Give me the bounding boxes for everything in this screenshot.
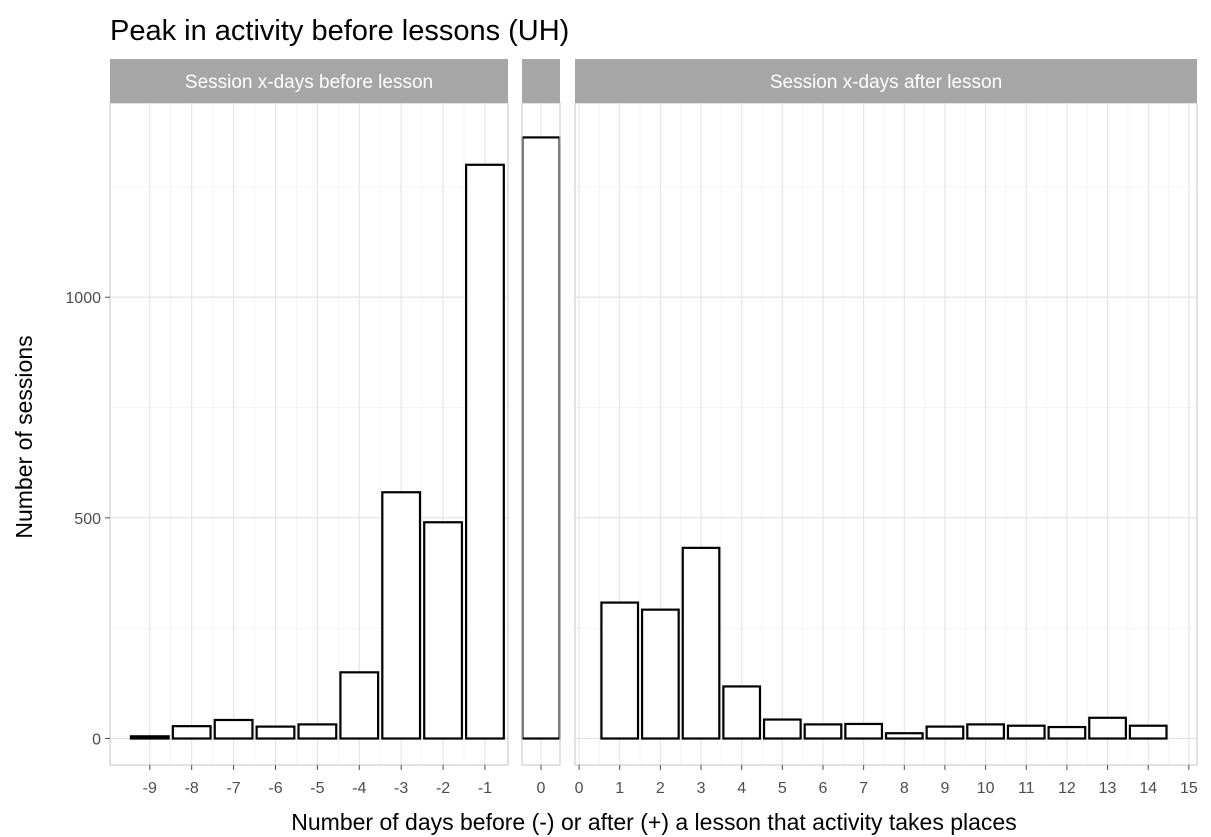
chart-title: Peak in activity before lessons (UH) <box>110 15 569 47</box>
facet-strip <box>110 59 508 103</box>
bar <box>423 521 464 740</box>
bar <box>844 722 884 740</box>
bar <box>129 735 170 740</box>
x-tick-label: 1 <box>615 780 624 797</box>
x-tick-label: 6 <box>819 780 828 797</box>
bar <box>297 723 338 740</box>
bar <box>1088 716 1127 740</box>
x-tick-label: 8 <box>900 780 909 797</box>
bar <box>1047 725 1087 740</box>
facet-panel: Session x-days before lesson -9 -8 -7 -6 -5 -4… <box>109 59 509 797</box>
x-tick-label: -3 <box>394 780 408 797</box>
x-tick-label: 12 <box>1058 780 1076 797</box>
x-tick-label: -2 <box>436 780 450 797</box>
bar <box>171 725 212 740</box>
x-tick-label: -1 <box>478 780 492 797</box>
facet-strip-label: Session x-days after lesson <box>770 72 1002 93</box>
y-axis-title: Number of sessions <box>11 335 37 538</box>
x-tick-label: 10 <box>977 780 995 797</box>
x-tick-label: 0 <box>537 780 546 797</box>
bar <box>925 725 965 740</box>
y-tick-label: 1000 <box>65 290 101 307</box>
bar <box>1128 724 1168 740</box>
x-tick-label: 4 <box>737 780 746 797</box>
bar <box>966 723 1005 740</box>
x-tick-label: 13 <box>1099 780 1117 797</box>
bar <box>884 732 924 740</box>
facet-strip-label: Session x-days before lesson <box>185 72 433 93</box>
facet-strip <box>575 59 1197 103</box>
bar <box>640 608 680 740</box>
x-tick-label: 2 <box>656 780 665 797</box>
bar <box>521 136 561 740</box>
y-tick-label: 500 <box>74 511 101 528</box>
x-tick-label: 15 <box>1180 780 1198 797</box>
bar <box>803 723 843 740</box>
x-tick-label: -9 <box>143 780 157 797</box>
y-tick-label: 0 <box>92 732 101 749</box>
x-tick-label: 3 <box>697 780 706 797</box>
bar <box>465 163 505 740</box>
x-tick-label: 11 <box>1018 780 1035 797</box>
x-tick-label: -8 <box>185 780 199 797</box>
facet-strip <box>522 59 560 103</box>
x-tick-label: 7 <box>859 780 868 797</box>
bar <box>381 491 422 740</box>
x-tick-label: -4 <box>352 780 366 797</box>
bar <box>600 601 640 740</box>
x-tick-label: 9 <box>940 780 949 797</box>
x-tick-label: -5 <box>310 780 324 797</box>
x-tick-label: 5 <box>778 780 787 797</box>
bar <box>339 671 380 740</box>
bar <box>681 546 721 740</box>
x-axis-title: Number of days before (-) or after (+) a… <box>291 809 1016 835</box>
facet-panel: 0 <box>521 59 561 797</box>
bar <box>762 718 802 740</box>
bar <box>213 718 254 740</box>
x-tick-label: 14 <box>1139 780 1157 797</box>
x-tick-label: 0 <box>575 780 584 797</box>
x-tick-label: -6 <box>268 780 282 797</box>
y-axis: 0 500 1000 <box>65 290 110 749</box>
x-tick-label: -7 <box>226 780 240 797</box>
bar <box>722 685 762 740</box>
bar <box>255 725 296 740</box>
facet-panels: Session x-days before lesson -9 -8 -7 -6 -5 -4… <box>109 59 1198 797</box>
bar <box>1006 724 1046 740</box>
